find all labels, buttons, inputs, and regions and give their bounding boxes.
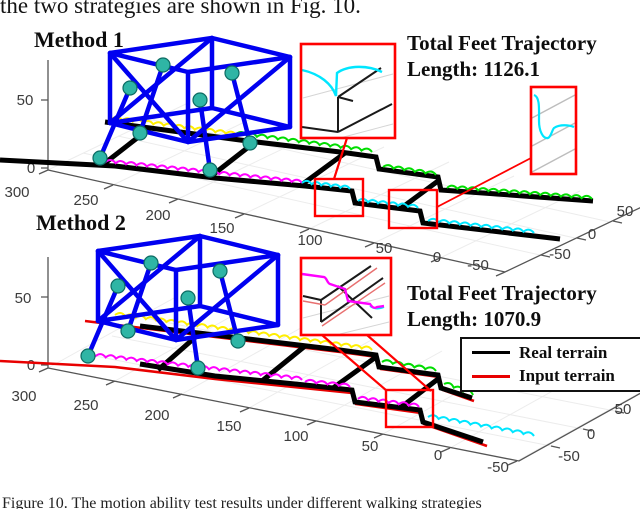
real-terrain-line-sample (472, 350, 510, 355)
plot2-annotation: Total Feet Trajectory Length: 1070.9 (407, 280, 597, 332)
plot1-x-tick: 50 (376, 240, 393, 257)
plot1-annotation-line1: Total Feet Trajectory (407, 31, 597, 55)
plot2-tick-labels: 300 250 200 150 100 50 0 -50 50 0 -50 50… (11, 290, 631, 476)
plot1-y-tick: 0 (588, 226, 596, 243)
plot2-title: Method 2 (36, 210, 126, 235)
plot1-z-tick: 0 (27, 160, 35, 177)
plot1-zoom-inset-left (299, 42, 397, 218)
plot1-trajectory-green (235, 130, 593, 200)
robot-method1 (93, 38, 290, 177)
plot1-tick-labels: 300 250 200 150 100 50 0 -50 50 0 -50 50… (4, 92, 633, 274)
axes (38, 60, 640, 466)
figure-caption: Figure 10. The motion ability test resul… (2, 495, 482, 509)
legend-label-input-terrain: Input terrain (519, 366, 615, 386)
plot1-y-tick: 50 (617, 203, 634, 220)
plot1-x-tick: 200 (145, 207, 170, 224)
plot1-annotation: Total Feet Trajectory Length: 1126.1 (407, 30, 597, 82)
plot2-y-tick: -50 (558, 448, 580, 465)
legend-label-real-terrain: Real terrain (519, 342, 608, 362)
input-terrain-line-sample (472, 374, 510, 379)
plot2-annotation-line1: Total Feet Trajectory (407, 281, 597, 305)
body-text-line: the two strategies are shown in Fig. 10. (0, 0, 361, 18)
plot2-x-tick: 250 (73, 397, 98, 414)
plot1-x-tick: 0 (433, 249, 441, 266)
legend-row-real-terrain: Real terrain (472, 343, 640, 363)
plot2-y-tick: 0 (587, 426, 595, 443)
plot1-z-tick: 50 (17, 92, 34, 109)
legend-row-input-terrain: Input terrain (472, 366, 640, 386)
plot2-y-tick: 50 (615, 401, 632, 418)
plot2-x-tick: 300 (11, 388, 36, 405)
plot1-y-tick: -50 (549, 246, 571, 263)
plot1-trajectory-magenta (94, 157, 303, 184)
plot1-x-tick: 250 (73, 192, 98, 209)
plot2-x-tick: -50 (487, 459, 509, 476)
plot2-zoom-inset (299, 256, 435, 429)
plot2-annotation-line2: Length: 1070.9 (407, 307, 542, 331)
plot1-x-tick: 100 (297, 232, 322, 249)
plot2-trajectory-cyan (427, 414, 535, 437)
plot2-z-tick: 50 (15, 290, 32, 307)
plot2-x-tick: 150 (216, 418, 241, 435)
plot2-x-tick: 0 (434, 447, 442, 464)
plot1-title: Method 1 (34, 27, 124, 52)
plot2-x-tick: 50 (362, 438, 379, 455)
plot2-x-tick: 200 (144, 407, 169, 424)
plot2-real-terrain (139, 323, 484, 445)
plot1-zoom-inset-right (387, 85, 578, 230)
plot1-x-tick: 300 (4, 184, 29, 201)
legend: Real terrain Input terrain (460, 337, 640, 392)
plot1-annotation-line2: Length: 1126.1 (407, 57, 541, 81)
plot1-x-tick: -50 (467, 257, 489, 274)
plot2-z-tick: 0 (27, 357, 35, 374)
plot2-x-tick: 100 (283, 428, 308, 445)
plot1-x-tick: 150 (209, 220, 234, 237)
